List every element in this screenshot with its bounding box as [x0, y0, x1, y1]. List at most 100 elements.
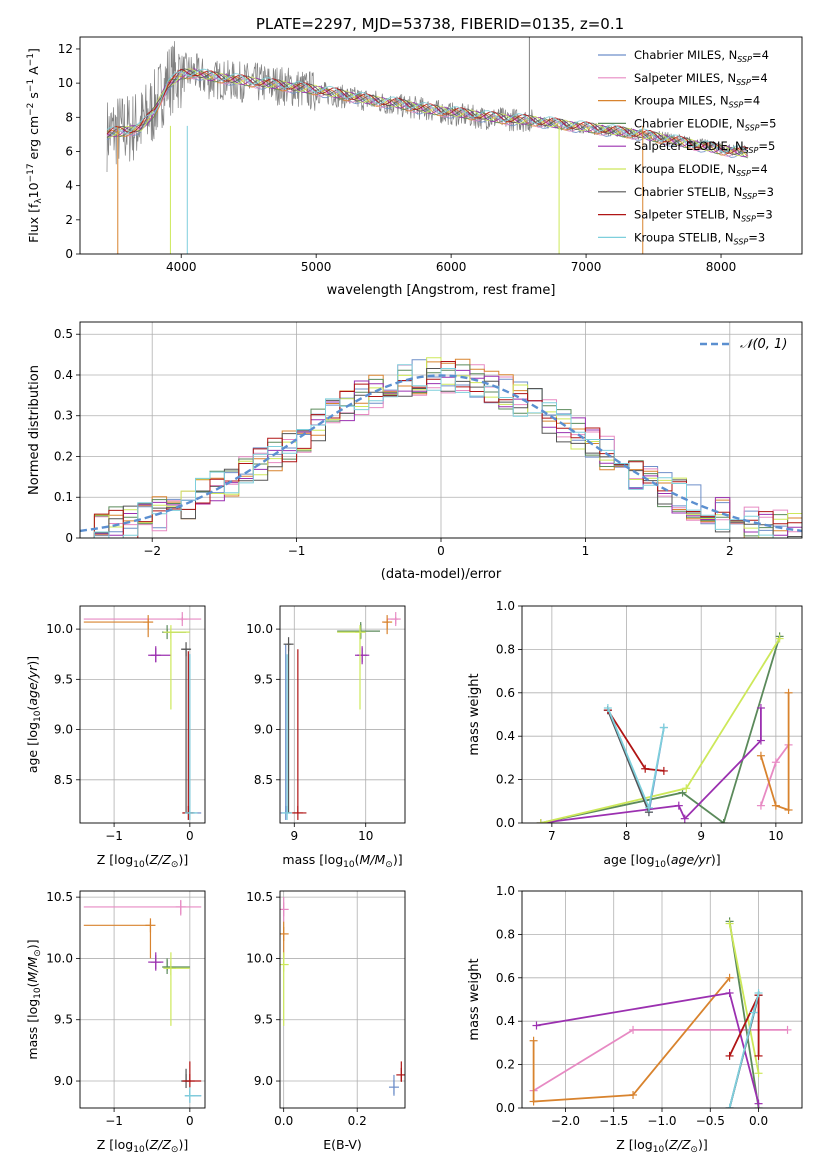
- age_vs_mass-xtick-label: 9: [290, 829, 298, 843]
- age-vs-mass-panel: 9 10 8.5 9.0 9.5 10.0 mass [log10(M/M⊙)]: [246, 605, 406, 870]
- mass_vs_Z-x-axis-label: Z [log10(Z/Z⊙)]: [97, 1137, 188, 1155]
- residuals-xtick-label: 0: [437, 544, 445, 558]
- spectrum-panel: 4000 5000 6000 7000 8000 0 2 4 6 8 10 12 wavelength …: [26, 36, 803, 298]
- spectrum-ytick-label: 10: [58, 76, 73, 90]
- residual-distribution-panel: −2 −1 0 1 2 0 0.1 0.2 0.3 0.4 0.5 (data-model)/erro…: [27, 321, 803, 582]
- age_vs_mass-point: [387, 612, 401, 627]
- mass-weight-vs-age-panel: 7 8 9 10 0.0 0.2 0.4 0.6 0.8 1.0 age [log10(age/yr…: [467, 599, 803, 870]
- weight_vs_Z-xtick-label: −2.0: [551, 1114, 580, 1128]
- residuals-xtick-label: 2: [726, 544, 734, 558]
- age_vs_mass-ytick-label: 9.5: [254, 672, 273, 686]
- mass_vs_Z-point: [83, 918, 156, 959]
- age_vs_mass-point: [337, 622, 380, 640]
- legend-label: Chabrier STELIB, NSSP=3: [634, 185, 774, 201]
- age_vs_mass-ytick-label: 9.0: [254, 723, 273, 737]
- mass-weight-line: [540, 636, 781, 823]
- weight_vs_Z-ytick-label: 0.2: [496, 1058, 515, 1072]
- weight_vs_age-xtick-label: 7: [548, 829, 556, 843]
- mass_vs_Z-y-axis-label: mass [log10(M/M⊙)]: [25, 939, 43, 1059]
- spectrum-y-axis-label: Flux [fλ10−17 erg cm−2 s−1 A−1]: [26, 48, 44, 243]
- spectrum-xtick-label: 8000: [706, 260, 737, 274]
- legend-item: Chabrier MILES, NSSP=4: [598, 48, 769, 64]
- legend-item: Salpeter ELODIE, NSSP=5: [598, 139, 775, 155]
- mass_vs_ebv-ytick-label: 10.5: [246, 890, 273, 904]
- age_vs_mass-point: [283, 637, 294, 813]
- mass_vs_Z-y-axis-text: mass [log10(M/M⊙)]: [25, 939, 43, 1059]
- mass_vs_ebv-plot-area: [280, 897, 405, 1096]
- mass_vs_Z-frame: [79, 890, 206, 1109]
- weight_vs_age-ytick-label: 0.4: [496, 729, 515, 743]
- weight_vs_age-xtick-label: 10: [768, 829, 783, 843]
- spectrum-x-axis-label: wavelength [Angstrom, rest frame]: [327, 283, 556, 298]
- mass-vs-metallicity-panel: −1 0 9.0 9.5 10.0 10.5 Z [log10(Z/Z⊙)] mass [lo…: [25, 890, 206, 1155]
- age_vs_Z-point: [83, 615, 154, 638]
- mass-vs-ebv-panel: 0.0 0.2 9.0 9.5 10.0 10.5 E(B-V): [246, 890, 406, 1152]
- weight_vs_age-frame: [521, 605, 803, 824]
- spectrum-xtick-label: 4000: [166, 260, 197, 274]
- mass-weight-line: [536, 991, 760, 1104]
- legend-label: Kroupa ELODIE, NSSP=4: [634, 162, 768, 178]
- residuals-ytick-label: 0.3: [54, 409, 73, 423]
- mass_vs_ebv-ytick-label: 9.5: [254, 1013, 273, 1027]
- mass_vs_Z-ytick-label: 9.0: [54, 1074, 73, 1088]
- residuals-frame: [79, 321, 803, 539]
- weight_vs_age-ytick-label: 1.0: [496, 599, 515, 613]
- residuals-xtick-label: −1: [288, 544, 306, 558]
- spectrum-ytick-label: 0: [65, 247, 73, 261]
- age_vs_mass-x-axis-label: mass [log10(M/M⊙)]: [282, 852, 402, 870]
- legend-label: 𝒩(0, 1): [740, 337, 787, 352]
- model-spectrum-line: [106, 68, 749, 153]
- age_vs_Z-plot-area: [83, 612, 202, 820]
- mass_vs_ebv-xtick-label: 0.0: [274, 1114, 293, 1128]
- residuals-xtick-label: −2: [143, 544, 161, 558]
- legend-item: Kroupa MILES, NSSP=4: [598, 94, 760, 110]
- mass_vs_Z-ytick-label: 10.0: [46, 951, 73, 965]
- weight_vs_age-x-axis-label: age [log10(age/yr)]: [603, 852, 720, 870]
- mass-weight-line: [760, 744, 790, 806]
- weight_vs_age-ytick-label: 0.6: [496, 686, 515, 700]
- legend-item: Chabrier STELIB, NSSP=3: [598, 185, 774, 201]
- legend-label: Salpeter STELIB, NSSP=3: [634, 208, 773, 224]
- age_vs_mass-plot-area: [280, 612, 401, 820]
- figure-title: PLATE=2297, MJD=53738, FIBERID=0135, z=0…: [256, 15, 624, 33]
- spectrum-ytick-label: 4: [65, 179, 73, 193]
- weight_vs_Z-xtick-label: −1.5: [599, 1114, 628, 1128]
- residuals-plot-area: [80, 357, 802, 538]
- legend-item: Chabrier ELODIE, NSSP=5: [598, 116, 776, 132]
- mass_vs_Z-ytick-label: 9.5: [54, 1013, 73, 1027]
- residuals-ytick-label: 0.2: [54, 449, 73, 463]
- weight_vs_Z-ytick-label: 1.0: [496, 884, 515, 898]
- age_vs_Z-xtick-label: −1: [105, 829, 123, 843]
- age_vs_Z-y-axis-text: age [log10(age/yr)]: [25, 656, 43, 773]
- weight_vs_Z-plot-area: [529, 917, 792, 1108]
- residuals-ytick-label: 0.4: [54, 368, 73, 382]
- age_vs_Z-point: [181, 642, 192, 813]
- age_vs_Z-y-axis-label: age [log10(age/yr)]: [25, 656, 43, 773]
- age_vs_mass-point: [280, 644, 291, 820]
- age_vs_mass-ytick-label: 8.5: [254, 773, 273, 787]
- mass_vs_Z-plot-area: [83, 899, 202, 1103]
- spectrum-xtick-label: 7000: [571, 260, 602, 274]
- weight_vs_Z-ytick-label: 0.8: [496, 927, 515, 941]
- mass_vs_ebv-x-axis-label: E(B-V): [323, 1137, 362, 1152]
- mass_vs_ebv-ytick-label: 10.0: [246, 951, 273, 965]
- weight_vs_age-plot-area: [536, 632, 793, 823]
- weight_vs_age-y-axis-label: mass weight: [467, 673, 482, 755]
- weight_vs_Z-ytick-label: 0.6: [496, 971, 515, 985]
- age_vs_Z-ytick-label: 10.0: [46, 622, 73, 636]
- observed-spectrum-line: [106, 41, 749, 173]
- mass_vs_Z-point: [182, 1061, 202, 1089]
- mass-weight-line: [540, 638, 781, 823]
- age_vs_Z-point: [184, 654, 198, 820]
- age_vs_mass-point: [337, 625, 366, 710]
- legend-item: Kroupa ELODIE, NSSP=4: [598, 162, 768, 178]
- age_vs_Z-frame: [79, 605, 206, 824]
- mass-weight-line: [607, 709, 665, 816]
- legend-label: Chabrier ELODIE, NSSP=5: [634, 116, 776, 132]
- weight_vs_Z-y-axis-label: mass weight: [467, 958, 482, 1040]
- mass_vs_ebv-ytick-label: 9.0: [254, 1074, 273, 1088]
- weight_vs_age-xtick-label: 8: [623, 829, 631, 843]
- mass_vs_Z-ytick-label: 10.5: [46, 890, 73, 904]
- mass_vs_ebv-xtick-label: 0.2: [348, 1114, 367, 1128]
